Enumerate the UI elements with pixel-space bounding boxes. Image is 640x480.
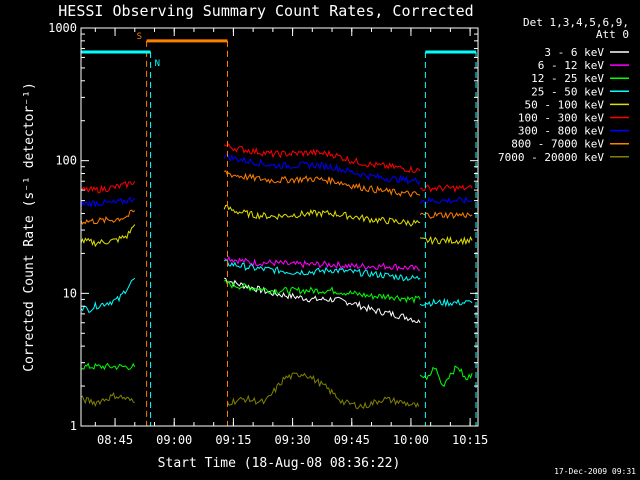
x-tick-label: 09:15	[215, 433, 251, 447]
series-line-25-50-kev	[80, 277, 136, 314]
x-tick-label: 08:45	[97, 433, 133, 447]
series-line-12-25-kev	[419, 365, 473, 387]
legend-label: 300 - 800 keV	[518, 125, 604, 138]
series-7000-20000-kev	[80, 372, 420, 410]
flag-label: N	[155, 59, 160, 69]
legend-label: 12 - 25 keV	[531, 72, 604, 85]
series-line-25-50-kev	[223, 259, 421, 282]
legend-item: 25 - 50 keV	[531, 85, 629, 98]
series-line-50-100-kev	[80, 224, 136, 248]
series-100-300-kev	[80, 143, 473, 194]
y-tick-label: 10	[63, 286, 77, 300]
series-line-300-800-kev	[223, 153, 421, 185]
flag-interval	[424, 50, 477, 426]
series-3-6-kev	[224, 277, 421, 324]
legend-label: 3 - 6 keV	[544, 46, 604, 59]
legend-item: 50 - 100 keV	[525, 98, 629, 111]
series-25-50-kev	[80, 259, 473, 314]
series-line-800-7000-kev	[80, 209, 136, 225]
x-tick-label: 09:00	[156, 433, 192, 447]
x-axis-label: Start Time (18-Aug-08 08:36:22)	[158, 456, 401, 471]
y-tick-label: 1000	[48, 21, 77, 35]
series-line-6-12-kev	[224, 255, 421, 272]
series-300-800-kev	[80, 153, 473, 209]
series-line-300-800-kev	[80, 196, 136, 209]
legend-header-line-2: Att 0	[596, 28, 629, 41]
x-tick-label: 09:30	[275, 433, 311, 447]
series-line-7000-20000-kev	[227, 372, 420, 410]
series-800-7000-kev	[80, 170, 473, 225]
chart-title: HESSI Observing Summary Count Rates, Cor…	[58, 2, 473, 20]
legend-item: 3 - 6 keV	[544, 46, 629, 59]
legend-item: 12 - 25 keV	[531, 72, 629, 85]
flag-n: N	[81, 50, 160, 426]
legend-item: 6 - 12 keV	[538, 59, 629, 72]
legend-header-line-1: Det 1,3,4,5,6,9,	[523, 16, 629, 29]
legend-label: 6 - 12 keV	[538, 59, 605, 72]
series-line-100-300-kev	[223, 143, 421, 173]
series-line-100-300-kev	[80, 180, 136, 194]
y-axis-label: Corrected Count Rate (s⁻¹ detector⁻¹)	[22, 82, 37, 372]
y-tick-label: 1	[70, 419, 77, 433]
series-50-100-kev	[80, 204, 473, 248]
legend-item: 7000 - 20000 keV	[498, 151, 629, 164]
legend-label: 50 - 100 keV	[525, 98, 605, 111]
legend-item: 100 - 300 keV	[518, 112, 629, 125]
legend-label: 100 - 300 keV	[518, 112, 604, 125]
axis-layer: 08:45 09:00 09:15 09:30 09:45 10:00 10:15 1 10 10…	[48, 21, 488, 447]
flag-label: S	[137, 32, 142, 42]
legend-label: 25 - 50 keV	[531, 85, 604, 98]
flag-s: S	[137, 32, 228, 426]
legend-item: 300 - 800 keV	[518, 125, 629, 138]
series-line-12-25-kev	[80, 362, 136, 371]
annotation-layer: SN	[81, 32, 477, 426]
legend-item: 800 - 7000 keV	[511, 138, 629, 151]
x-tick-label: 09:45	[334, 433, 370, 447]
series-line-800-7000-kev	[223, 170, 421, 198]
series-line-50-100-kev	[223, 204, 421, 227]
x-tick-label: 10:00	[393, 433, 429, 447]
legend-label: 7000 - 20000 keV	[498, 151, 604, 164]
y-tick-label: 100	[55, 154, 77, 168]
series-line-800-7000-kev	[419, 211, 473, 220]
series-line-25-50-kev	[419, 297, 473, 308]
legend-label: 800 - 7000 keV	[511, 138, 604, 151]
series-line-50-100-kev	[419, 235, 473, 246]
series-line-3-6-kev	[224, 277, 421, 324]
x-tick-label: 10:15	[452, 433, 488, 447]
series-line-300-800-kev	[419, 195, 473, 204]
series-line-100-300-kev	[420, 184, 473, 194]
series-layer	[80, 143, 473, 410]
plot-frame	[80, 27, 479, 427]
series-6-12-kev	[224, 255, 421, 272]
series-line-12-25-kev	[223, 279, 421, 304]
footer-date: 17-Dec-2009 09:31	[554, 467, 636, 476]
series-line-7000-20000-kev	[80, 391, 135, 408]
series-12-25-kev	[80, 279, 473, 387]
